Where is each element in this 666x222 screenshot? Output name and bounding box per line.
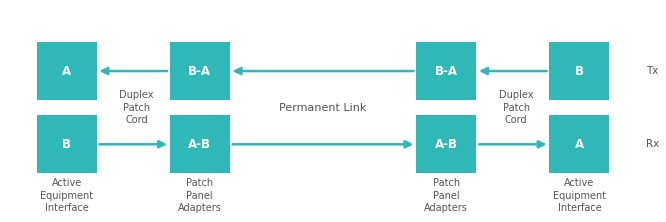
FancyBboxPatch shape bbox=[416, 115, 476, 173]
Text: Patch
Panel
Adapters: Patch Panel Adapters bbox=[178, 178, 222, 213]
FancyBboxPatch shape bbox=[170, 115, 230, 173]
Text: Permanent Link: Permanent Link bbox=[279, 103, 367, 113]
Text: Patch
Panel
Adapters: Patch Panel Adapters bbox=[424, 178, 468, 213]
FancyBboxPatch shape bbox=[549, 42, 609, 100]
FancyBboxPatch shape bbox=[549, 115, 609, 173]
Text: B: B bbox=[62, 138, 71, 151]
Text: A: A bbox=[62, 65, 71, 77]
FancyBboxPatch shape bbox=[37, 115, 97, 173]
FancyBboxPatch shape bbox=[37, 42, 97, 100]
Text: A-B: A-B bbox=[435, 138, 458, 151]
Text: Tx: Tx bbox=[647, 66, 659, 76]
Text: B-A: B-A bbox=[435, 65, 458, 77]
Text: Duplex
Patch
Cord: Duplex Patch Cord bbox=[499, 90, 533, 125]
FancyBboxPatch shape bbox=[170, 42, 230, 100]
Text: B-A: B-A bbox=[188, 65, 211, 77]
Text: Active
Equipment
Interface: Active Equipment Interface bbox=[553, 178, 606, 213]
Text: Active
Equipment
Interface: Active Equipment Interface bbox=[40, 178, 93, 213]
Text: Rx: Rx bbox=[646, 139, 659, 149]
Text: B: B bbox=[575, 65, 584, 77]
Text: Duplex
Patch
Cord: Duplex Patch Cord bbox=[119, 90, 154, 125]
Text: A-B: A-B bbox=[188, 138, 211, 151]
Text: A: A bbox=[575, 138, 584, 151]
FancyBboxPatch shape bbox=[416, 42, 476, 100]
